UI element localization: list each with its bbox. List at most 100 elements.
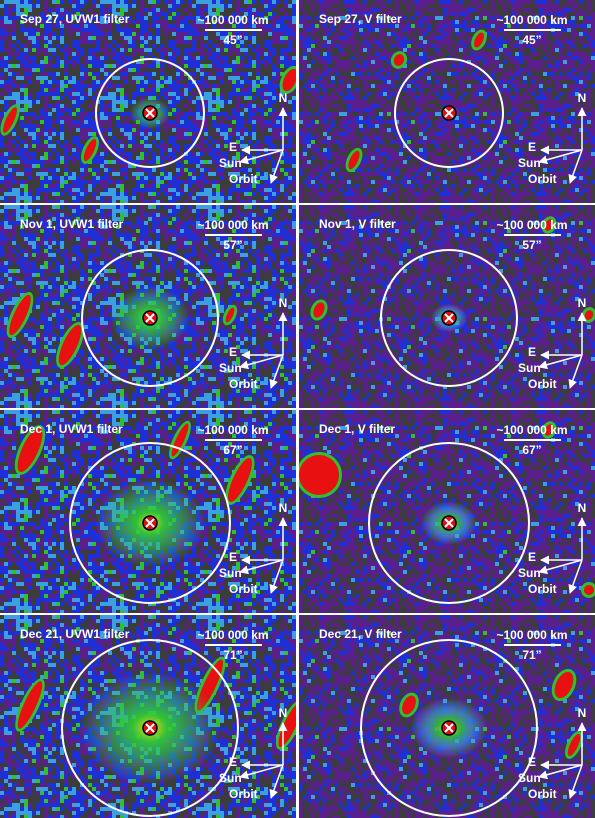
compass-arrow [239, 559, 284, 575]
aperture-circle [394, 58, 504, 168]
angle-label: 57” [223, 238, 242, 252]
panel-image [0, 205, 296, 408]
compass-east: E [528, 140, 536, 154]
star [474, 32, 484, 48]
nucleus-cross [444, 313, 454, 323]
star [402, 695, 416, 715]
star [17, 681, 43, 729]
compass-sun: Sun [518, 156, 541, 170]
panel-title: Dec 1, UVW1 filter [20, 422, 123, 436]
panel-title: Dec 21, V filter [319, 627, 402, 641]
compass-east: E [528, 755, 536, 769]
compass-sun: Sun [219, 361, 242, 375]
compass-north: N [578, 501, 587, 515]
star [567, 733, 581, 757]
scale-label: ~100 000 km [496, 13, 567, 27]
compass-arrow [538, 149, 583, 165]
panel: Nov 1, V filter ~100 000 km 57” N E Sun Orbit [299, 205, 595, 408]
panel-image [299, 615, 595, 818]
compass-north: N [279, 91, 288, 105]
compass-orbit: Orbit [528, 582, 557, 596]
compass-orbit: Orbit [528, 172, 557, 186]
compass-east: E [229, 140, 237, 154]
star [544, 219, 554, 231]
compass-arrow [568, 149, 583, 184]
nucleus-cross [145, 108, 155, 118]
compass-sun: Sun [219, 156, 242, 170]
nucleus-cross [444, 108, 454, 118]
compass-north: N [279, 296, 288, 310]
star [17, 427, 43, 473]
compass-north: N [578, 296, 587, 310]
compass-north: N [578, 91, 587, 105]
scale-label: ~100 000 km [496, 218, 567, 232]
star [278, 703, 296, 747]
compass-orbit: Orbit [229, 787, 258, 801]
compass-sun: Sun [518, 566, 541, 580]
scale-label: ~100 000 km [197, 13, 268, 27]
star [58, 324, 82, 366]
compass-arrow [568, 764, 583, 799]
angle-label: 45” [522, 33, 541, 47]
panel-image [0, 615, 296, 818]
scale-label: ~100 000 km [197, 423, 268, 437]
compass-sun: Sun [219, 771, 242, 785]
star [313, 302, 325, 318]
angle-label: 67” [223, 443, 242, 457]
compass-north: N [578, 706, 587, 720]
compass-orbit: Orbit [229, 172, 258, 186]
compass-east: E [229, 550, 237, 564]
star [225, 307, 235, 323]
compass-east: E [229, 755, 237, 769]
compass-arrow [239, 354, 284, 370]
angle-label: 67” [522, 443, 541, 457]
panel-title: Dec 21, UVW1 filter [20, 627, 130, 641]
star [393, 54, 405, 66]
panel-title: Nov 1, UVW1 filter [20, 217, 124, 231]
compass-arrow [239, 764, 284, 780]
compass-arrow [568, 559, 583, 594]
panel-image [0, 0, 296, 203]
compass-north: N [279, 501, 288, 515]
compass-arrow [538, 764, 583, 780]
star [83, 138, 97, 162]
compass-orbit: Orbit [229, 582, 258, 596]
aperture-circle [360, 639, 538, 817]
compass-sun: Sun [518, 771, 541, 785]
compass-sun: Sun [518, 361, 541, 375]
angle-label: 57” [522, 238, 541, 252]
compass-east: E [528, 345, 536, 359]
angle-label: 45” [223, 33, 242, 47]
compass-arrow [568, 354, 583, 389]
compass-east: E [229, 345, 237, 359]
panel-image [0, 410, 296, 613]
compass-arrow [239, 149, 284, 165]
scale-label: ~100 000 km [197, 218, 268, 232]
nucleus-cross [444, 518, 454, 528]
panel: Dec 1, V filter ~100 000 km 67” N E Sun Orbit [299, 410, 595, 613]
star [9, 294, 31, 336]
star [584, 310, 594, 320]
compass-sun: Sun [219, 566, 242, 580]
panel-title: Sep 27, V filter [319, 12, 402, 26]
panel: Dec 1, UVW1 filter ~100 000 km 67” N E Sun Orb… [0, 410, 296, 613]
star [554, 671, 574, 699]
nucleus-cross [145, 313, 155, 323]
panel-image [299, 410, 595, 613]
aperture-circle [81, 249, 219, 387]
star [348, 150, 360, 170]
compass-arrow [269, 354, 284, 389]
nucleus-cross [145, 518, 155, 528]
aperture-circle [69, 442, 231, 604]
compass-arrow [538, 354, 583, 370]
panel: Sep 27, V filter ~100 000 km 45” N E Sun Orbit [299, 0, 595, 203]
compass-orbit: Orbit [229, 377, 258, 391]
panel-image [299, 0, 595, 203]
compass-east: E [528, 550, 536, 564]
panel-title: Sep 27, UVW1 filter [20, 12, 130, 26]
aperture-circle [61, 639, 239, 817]
compass-arrow [269, 764, 284, 799]
star [3, 107, 17, 133]
compass-arrow [538, 559, 583, 575]
